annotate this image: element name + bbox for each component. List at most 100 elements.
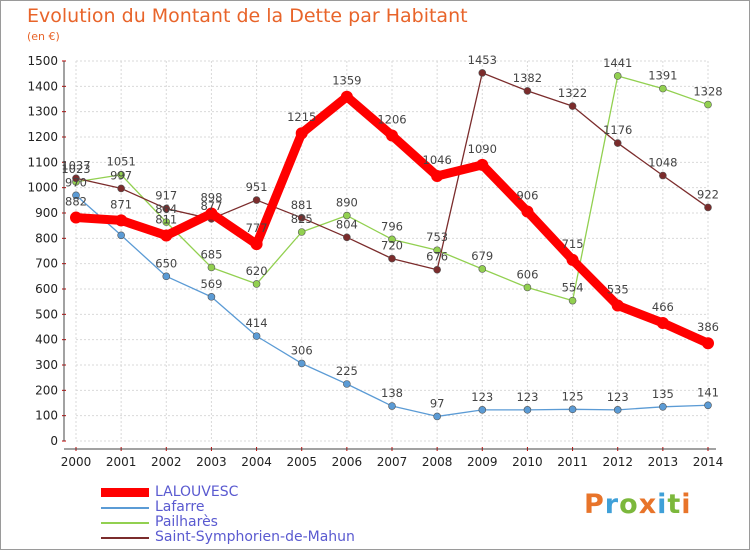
data-label-saint-symphorien-de-mahun: 877 bbox=[200, 199, 222, 213]
x-tick-label: 2000 bbox=[61, 455, 92, 469]
data-point-pailhar-s bbox=[659, 84, 667, 93]
y-tick-label: 300 bbox=[35, 358, 58, 372]
y-tick-label: 500 bbox=[35, 307, 58, 321]
data-label-saint-symphorien-de-mahun: 720 bbox=[381, 239, 403, 253]
data-label-saint-symphorien-de-mahun: 1048 bbox=[648, 156, 677, 170]
data-point-pailhar-s bbox=[297, 228, 306, 236]
data-point-saint-symphorien-de-mahun bbox=[162, 204, 171, 213]
x-tick-label: 2011 bbox=[557, 455, 588, 469]
legend-label: LALOUVESC bbox=[155, 484, 239, 500]
data-label-lafarre: 650 bbox=[155, 256, 177, 270]
x-tick-label: 2005 bbox=[286, 455, 317, 469]
x-tick-label: 2013 bbox=[648, 455, 679, 469]
y-tick-label: 1100 bbox=[27, 155, 58, 169]
data-label-saint-symphorien-de-mahun: 1037 bbox=[61, 158, 90, 172]
data-label-lalouvesc: 777 bbox=[246, 221, 268, 235]
data-label-pailhar-s: 1441 bbox=[603, 56, 632, 70]
data-label-lalouvesc: 811 bbox=[155, 213, 177, 227]
data-label-pailhar-s: 825 bbox=[291, 212, 313, 226]
data-point-lalouvesc bbox=[566, 253, 579, 266]
grid-layer bbox=[75, 60, 709, 442]
data-point-lalouvesc bbox=[70, 211, 82, 224]
data-point-saint-symphorien-de-mahun bbox=[433, 265, 441, 274]
brand-logo: Proxiti bbox=[584, 489, 692, 520]
y-tick-label: 800 bbox=[35, 231, 58, 245]
data-point-lalouvesc bbox=[431, 170, 444, 183]
y-tick-label: 100 bbox=[35, 409, 58, 423]
data-label-lafarre: 569 bbox=[200, 277, 222, 291]
data-point-lafarre bbox=[388, 402, 396, 410]
data-point-pailhar-s bbox=[433, 246, 441, 255]
data-point-pailhar-s bbox=[343, 211, 351, 220]
data-label-lafarre: 97 bbox=[430, 396, 445, 410]
data-point-saint-symphorien-de-mahun bbox=[252, 196, 261, 204]
x-tick-label: 2006 bbox=[332, 455, 363, 469]
data-point-lalouvesc bbox=[521, 205, 534, 218]
data-point-lalouvesc bbox=[656, 316, 669, 329]
data-label-lafarre: 135 bbox=[652, 387, 674, 401]
data-point-lafarre bbox=[252, 332, 261, 340]
brand-letter: P bbox=[584, 489, 605, 520]
data-point-saint-symphorien-de-mahun bbox=[297, 214, 306, 222]
data-label-lafarre: 138 bbox=[381, 386, 403, 400]
y-tick-label: 0 bbox=[50, 434, 58, 448]
data-label-pailhar-s: 1328 bbox=[693, 85, 722, 99]
y-tick-label: 400 bbox=[35, 333, 58, 347]
data-label-pailhar-s: 1023 bbox=[61, 162, 90, 176]
data-point-lafarre bbox=[478, 406, 487, 414]
data-point-pailhar-s bbox=[117, 170, 125, 179]
x-tick-label: 2004 bbox=[241, 455, 272, 469]
data-label-lafarre: 123 bbox=[471, 390, 493, 404]
data-label-pailhar-s: 554 bbox=[562, 281, 584, 295]
data-point-lalouvesc bbox=[115, 214, 128, 227]
chart-title: Evolution du Montant de la Dette par Hab… bbox=[27, 5, 468, 27]
data-label-pailhar-s: 606 bbox=[516, 267, 538, 281]
data-point-lalouvesc bbox=[340, 90, 353, 103]
y-tick-label: 1500 bbox=[27, 54, 58, 68]
data-label-lafarre: 225 bbox=[336, 364, 358, 378]
y-tick-label: 1000 bbox=[27, 181, 58, 195]
data-label-lalouvesc: 1359 bbox=[332, 74, 361, 88]
data-label-pailhar-s: 1051 bbox=[107, 155, 136, 169]
data-point-lafarre bbox=[162, 272, 171, 281]
series-layer bbox=[70, 69, 714, 421]
data-label-lalouvesc: 871 bbox=[110, 197, 132, 211]
data-label-saint-symphorien-de-mahun: 881 bbox=[291, 198, 313, 212]
data-label-saint-symphorien-de-mahun: 676 bbox=[426, 250, 448, 264]
x-tick-label: 2009 bbox=[467, 455, 498, 469]
y-tick-label: 600 bbox=[35, 282, 58, 296]
data-point-pailhar-s bbox=[388, 235, 396, 244]
brand-letter: i bbox=[681, 489, 692, 520]
data-label-lalouvesc: 466 bbox=[652, 300, 674, 314]
data-point-pailhar-s bbox=[613, 72, 622, 80]
data-point-lafarre bbox=[523, 406, 532, 414]
data-label-saint-symphorien-de-mahun: 951 bbox=[246, 180, 268, 194]
chart-unit: (en €) bbox=[27, 30, 60, 43]
data-point-pailhar-s bbox=[207, 263, 216, 272]
x-tick-label: 2002 bbox=[151, 455, 182, 469]
data-point-lafarre bbox=[343, 380, 351, 388]
data-point-saint-symphorien-de-mahun bbox=[72, 174, 80, 183]
legend-swatch bbox=[101, 488, 149, 497]
data-label-pailhar-s: 753 bbox=[426, 230, 448, 244]
brand-letter: o bbox=[619, 489, 639, 520]
data-point-pailhar-s bbox=[162, 218, 171, 226]
data-label-lalouvesc: 1206 bbox=[377, 112, 406, 126]
data-label-layer: 970 650 569 414 306 225 138 97 123 123 125 123 135 14… bbox=[61, 53, 722, 411]
y-tick-label: 1200 bbox=[27, 130, 58, 144]
data-label-lalouvesc: 1046 bbox=[423, 153, 452, 167]
data-point-lafarre bbox=[117, 231, 125, 240]
data-label-saint-symphorien-de-mahun: 1382 bbox=[513, 71, 542, 85]
y-tick-label: 200 bbox=[35, 383, 58, 397]
data-label-lafarre: 414 bbox=[246, 316, 268, 330]
data-label-saint-symphorien-de-mahun: 1176 bbox=[603, 123, 632, 137]
legend-swatch bbox=[101, 521, 149, 524]
data-point-saint-symphorien-de-mahun bbox=[523, 87, 532, 95]
data-point-saint-symphorien-de-mahun bbox=[388, 254, 396, 263]
data-label-saint-symphorien-de-mahun: 804 bbox=[336, 217, 358, 231]
data-label-saint-symphorien-de-mahun: 917 bbox=[155, 189, 177, 203]
data-label-lalouvesc: 1090 bbox=[468, 142, 497, 156]
y-tick-label: 1400 bbox=[27, 79, 58, 93]
data-point-lalouvesc bbox=[702, 337, 714, 350]
